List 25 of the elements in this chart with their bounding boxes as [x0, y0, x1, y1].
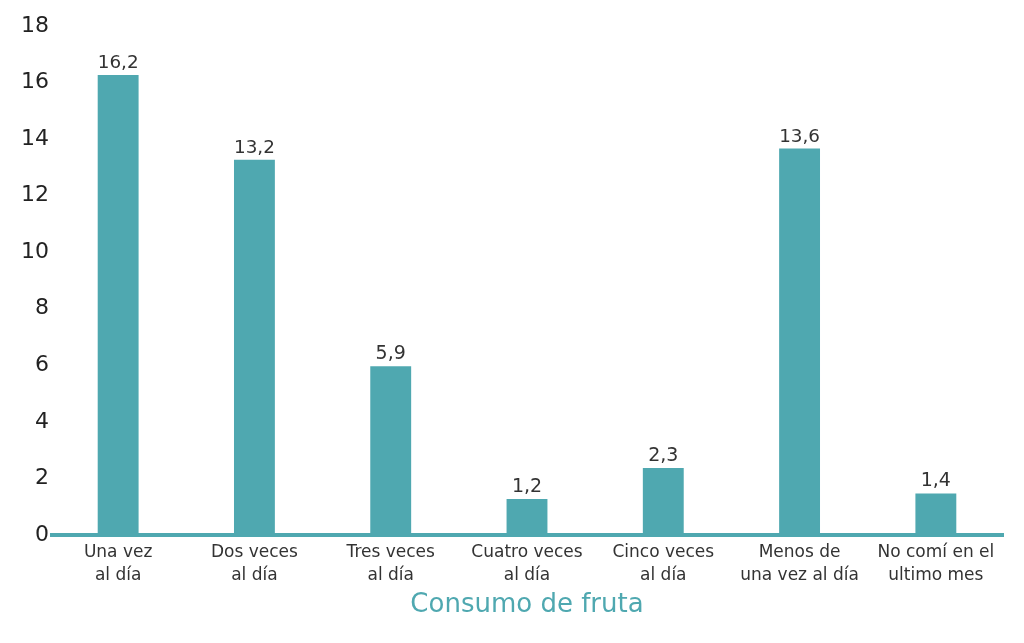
data-label: 5,9	[375, 341, 406, 364]
y-tick-label: 6	[35, 351, 49, 377]
x-tick-label: Una vez al día	[83, 541, 153, 584]
data-label: 1,2	[511, 474, 543, 497]
x-tick-label: Cinco veces al día	[612, 541, 715, 584]
y-tick-label: 8	[35, 294, 49, 320]
x-axis-title: Consumo de fruta	[410, 587, 644, 618]
y-tick-label: 10	[21, 237, 49, 263]
data-label: 1,4	[920, 468, 951, 491]
y-tick-label: 14	[21, 124, 49, 150]
data-label: 13,6	[779, 124, 820, 146]
x-tick-label: Dos veces al día	[210, 541, 299, 584]
x-tick-label: Tres veces al día	[345, 541, 436, 584]
y-tick-label: 2	[35, 464, 49, 490]
x-tick-label: No comí en el ultimo mes	[877, 541, 995, 584]
y-tick-label: 0	[35, 520, 49, 546]
data-label: 2,3	[648, 442, 679, 465]
data-label: 16,2	[97, 51, 139, 73]
data-label: 13,2	[234, 135, 275, 157]
x-tick-label: Menos de una vez al día	[740, 541, 859, 584]
y-tick-label: 4	[35, 407, 49, 433]
y-tick-label: 18	[21, 11, 49, 37]
y-tick-label: 12	[21, 181, 49, 207]
y-tick-label: 16	[21, 68, 49, 94]
x-tick-label: Cuatro veces al día	[471, 541, 583, 584]
